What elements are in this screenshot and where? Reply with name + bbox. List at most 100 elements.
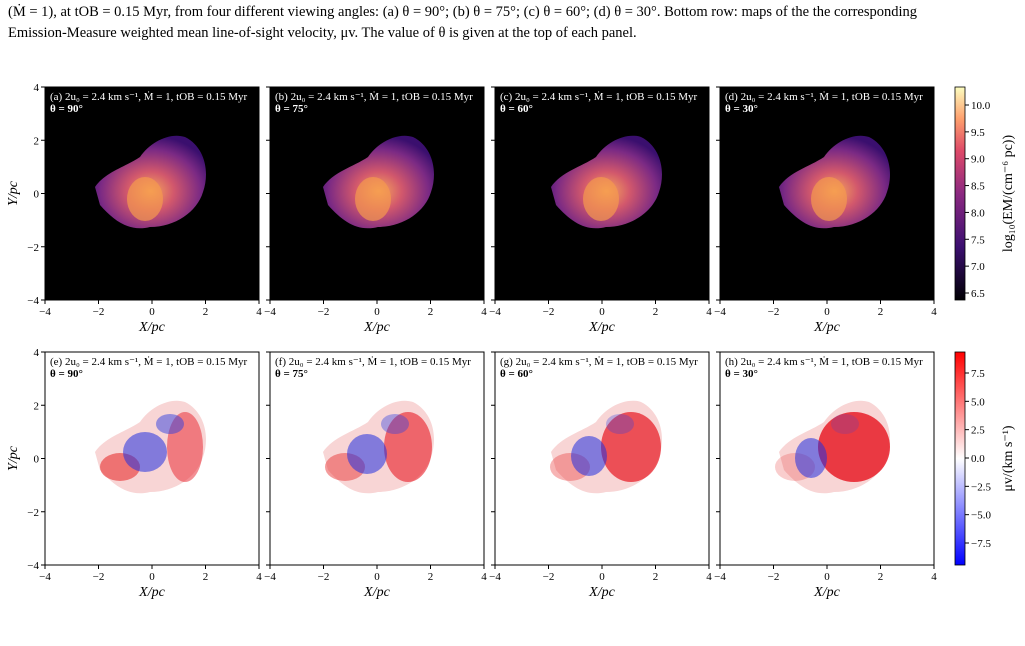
y-tick-label: 2 — [34, 135, 40, 147]
x-tick-label: 0 — [824, 306, 830, 318]
x-tick-label: 4 — [706, 571, 712, 583]
x-tick-label: −4 — [264, 571, 276, 583]
velocity-red — [601, 412, 661, 482]
panel-label: (h) 2u₀ = 2.4 km s⁻¹, Ṁ = 1, tOB = 0.15 … — [725, 356, 923, 368]
x-tick-label: 0 — [374, 571, 380, 583]
velocity-blue — [795, 438, 827, 478]
colorbar-tick-label: 7.0 — [971, 261, 985, 273]
caption-line: (Ṁ = 1), at tOB = 0.15 Myr, from four di… — [8, 4, 917, 20]
emission-core — [355, 177, 391, 221]
panel: (b) 2u₀ = 2.4 km s⁻¹, Ṁ = 1, tOB = 0.15 … — [264, 86, 487, 335]
y-axis-label: Y/pc — [6, 180, 21, 206]
y-tick-label: 4 — [34, 347, 40, 359]
velocity-blue — [123, 432, 167, 472]
colorbar-tick-label: 9.5 — [971, 127, 985, 139]
x-tick-label: 2 — [653, 306, 659, 318]
y-axis-label: Y/pc — [6, 445, 21, 471]
colorbar-scale — [954, 86, 966, 301]
colorbar-tick-label: 2.5 — [971, 425, 985, 437]
x-axis-label: X/pc — [363, 585, 390, 600]
x-tick-label: 0 — [149, 306, 155, 318]
x-tick-label: 2 — [203, 571, 209, 583]
colorbar-tick-label: 7.5 — [971, 234, 985, 246]
velocity-blue — [606, 414, 634, 434]
panel: (h) 2u₀ = 2.4 km s⁻¹, Ṁ = 1, tOB = 0.15 … — [714, 351, 937, 600]
x-tick-label: 2 — [428, 306, 434, 318]
x-tick-label: 4 — [706, 306, 712, 318]
x-tick-label: 4 — [931, 571, 937, 583]
colorbar-tick-label: 7.5 — [971, 368, 985, 380]
x-tick-label: −4 — [714, 306, 726, 318]
velocity-blue — [381, 414, 409, 434]
emission-core — [583, 177, 619, 221]
colorbar: 6.5 7.0 7.5 8.0 8.5 9.0 9.5 10.0 log₁₀(EM/(cm⁻⁶ … — [954, 86, 1016, 301]
panel-angle: θ = 60° — [500, 103, 533, 115]
x-tick-label: 0 — [149, 571, 155, 583]
panel-label: (e) 2u₀ = 2.4 km s⁻¹, Ṁ = 1, tOB = 0.15 … — [50, 356, 247, 368]
panel-angle: θ = 75° — [275, 368, 308, 380]
x-axis-label: X/pc — [588, 320, 615, 335]
x-tick-label: 0 — [599, 306, 605, 318]
x-tick-label: 0 — [374, 306, 380, 318]
x-tick-label: 0 — [824, 571, 830, 583]
x-tick-label: 4 — [931, 306, 937, 318]
x-tick-label: 4 — [256, 306, 262, 318]
panel-label: (c) 2u₀ = 2.4 km s⁻¹, Ṁ = 1, tOB = 0.15 … — [500, 91, 697, 103]
y-tick-label: 0 — [34, 454, 40, 466]
x-tick-label: −4 — [489, 306, 501, 318]
panel-label: (a) 2u₀ = 2.4 km s⁻¹, Ṁ = 1, tOB = 0.15 … — [50, 91, 247, 103]
colorbar: −7.5 −5.0 −2.5 0.0 2.5 5.0 7.5 μv/(km s⁻¹) — [954, 351, 1016, 566]
colorbar-tick-label: 6.5 — [971, 288, 985, 300]
panel-angle: θ = 75° — [275, 103, 308, 115]
y-tick-label: 0 — [34, 189, 40, 201]
velocity-blue — [571, 436, 607, 476]
y-tick-label: −2 — [27, 507, 39, 519]
colorbar-tick-label: −7.5 — [971, 538, 991, 550]
x-tick-label: −2 — [93, 571, 105, 583]
colorbar-tick-label: 9.0 — [971, 154, 985, 166]
x-tick-label: 0 — [599, 571, 605, 583]
x-axis-label: X/pc — [813, 585, 840, 600]
y-tick-label: −2 — [27, 242, 39, 254]
panel: (c) 2u₀ = 2.4 km s⁻¹, Ṁ = 1, tOB = 0.15 … — [489, 86, 712, 335]
x-tick-label: 2 — [428, 571, 434, 583]
colorbar-tick-label: −2.5 — [971, 481, 991, 493]
panel-angle: θ = 90° — [50, 103, 83, 115]
x-tick-label: −4 — [39, 306, 51, 318]
y-tick-label: 4 — [34, 82, 40, 94]
emission-core — [811, 177, 847, 221]
colorbar-tick-label: 0.0 — [971, 453, 985, 465]
x-axis-label: X/pc — [138, 585, 165, 600]
panel: (g) 2u₀ = 2.4 km s⁻¹, Ṁ = 1, tOB = 0.15 … — [489, 351, 712, 600]
x-axis-label: X/pc — [813, 320, 840, 335]
caption-line: Emission-Measure weighted mean line-of-s… — [8, 25, 637, 41]
y-tick-label: 2 — [34, 400, 40, 412]
colorbar-tick-label: 8.0 — [971, 207, 985, 219]
x-tick-label: −2 — [318, 306, 330, 318]
panel-label: (f) 2u₀ = 2.4 km s⁻¹, Ṁ = 1, tOB = 0.15 … — [275, 356, 471, 368]
x-tick-label: 4 — [256, 571, 262, 583]
x-axis-label: X/pc — [138, 320, 165, 335]
velocity-red — [384, 412, 432, 482]
panel-label: (d) 2u₀ = 2.4 km s⁻¹, Ṁ = 1, tOB = 0.15 … — [725, 91, 923, 103]
x-tick-label: 2 — [653, 571, 659, 583]
x-tick-label: −2 — [768, 571, 780, 583]
panel-angle: θ = 90° — [50, 368, 83, 380]
panel: (f) 2u₀ = 2.4 km s⁻¹, Ṁ = 1, tOB = 0.15 … — [264, 351, 487, 600]
emission-core — [127, 177, 163, 221]
panel-angle: θ = 30° — [725, 103, 758, 115]
x-tick-label: −4 — [489, 571, 501, 583]
panel: (a) 2u₀ = 2.4 km s⁻¹, Ṁ = 1, tOB = 0.15 … — [6, 82, 262, 335]
x-tick-label: −2 — [543, 571, 555, 583]
colorbar-tick-label: 5.0 — [971, 396, 985, 408]
colorbar-tick-label: 10.0 — [971, 100, 991, 112]
panel-angle: θ = 60° — [500, 368, 533, 380]
x-tick-label: −4 — [264, 306, 276, 318]
y-tick-label: −4 — [27, 295, 39, 307]
x-axis-label: X/pc — [588, 585, 615, 600]
velocity-blue — [347, 434, 387, 474]
velocity-blue — [156, 414, 184, 434]
x-tick-label: −2 — [543, 306, 555, 318]
velocity-blue — [831, 414, 859, 434]
